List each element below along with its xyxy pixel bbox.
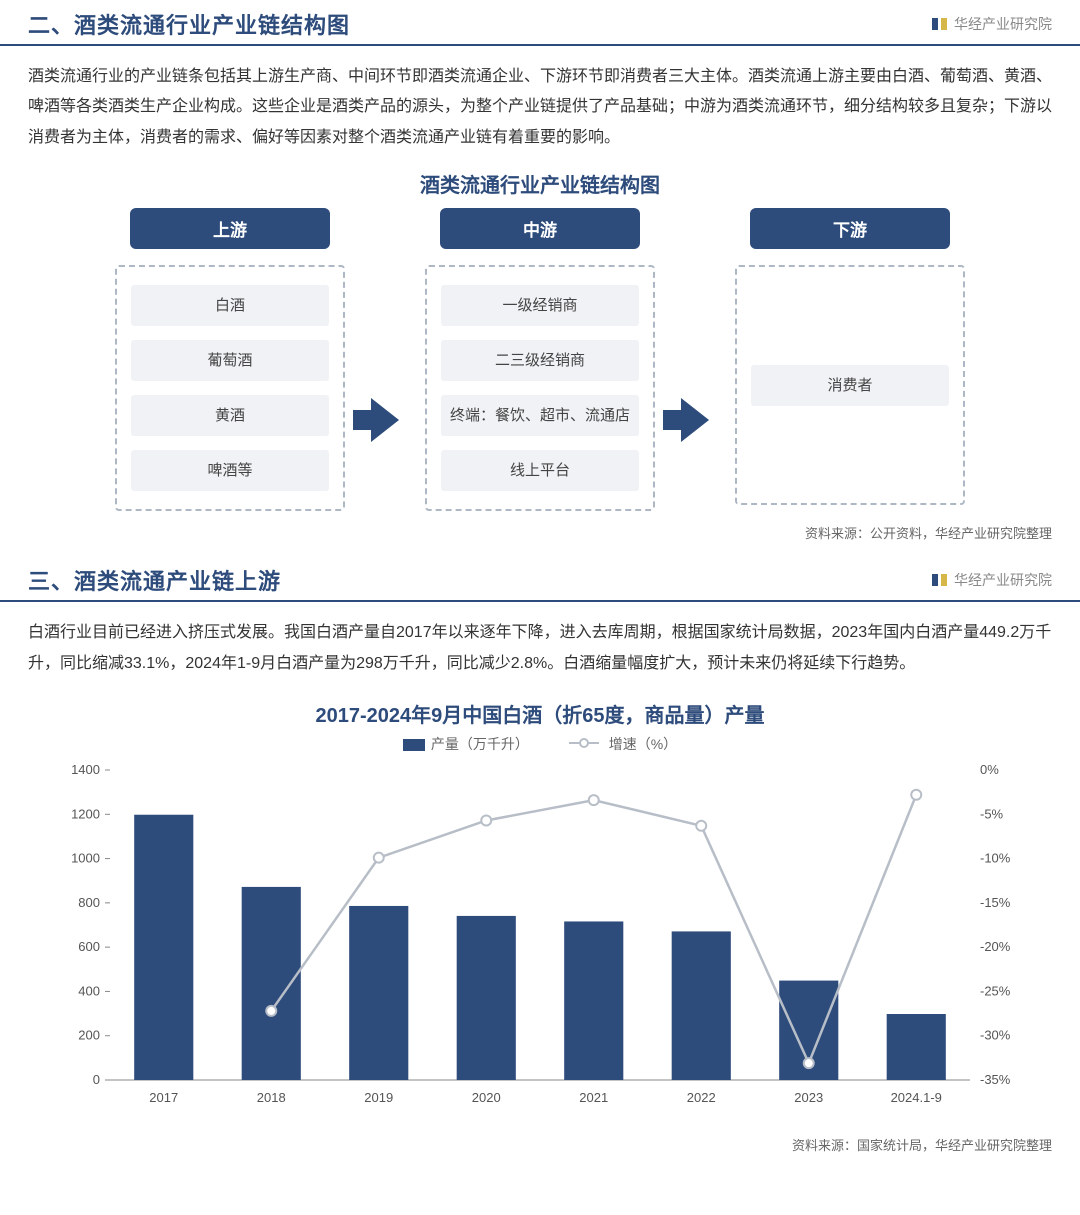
section1-title: 二、酒类流通行业产业链结构图	[28, 8, 350, 40]
flow-header-downstream: 下游	[750, 208, 950, 249]
section2-source: 资料来源：国家统计局，华经产业研究院整理	[0, 1129, 1080, 1168]
section1-source: 资料来源：公开资料，华经产业研究院整理	[0, 517, 1080, 556]
flow-box-midstream: 一级经销商 二三级经销商 终端：餐饮、超市、流通店 线上平台	[425, 265, 655, 511]
legend-bar-label: 产量（万千升）	[431, 736, 529, 752]
production-chart: 0 200 400 600 800 1000 1200 1400 -35% -30% -25% -20…	[40, 760, 1040, 1120]
logo-icon	[932, 16, 948, 32]
svg-text:2022: 2022	[687, 1090, 716, 1105]
org-label: 华经产业研究院	[932, 14, 1052, 34]
legend-line: 增速（%）	[569, 734, 677, 754]
svg-text:1000: 1000	[71, 851, 100, 866]
flow-item: 线上平台	[441, 450, 639, 491]
flow-arrow-icon	[665, 208, 725, 511]
flow-box-upstream: 白酒 葡萄酒 黄酒 啤酒等	[115, 265, 345, 511]
section1-body: 酒类流通行业的产业链条包括其上游生产商、中间环节即酒类流通企业、下游环节即消费者…	[0, 56, 1080, 163]
flow-item: 消费者	[751, 365, 949, 406]
flow-col-downstream: 下游 消费者	[725, 208, 975, 511]
svg-text:2023: 2023	[794, 1090, 823, 1105]
chart-legend: 产量（万千升） 增速（%）	[0, 734, 1080, 754]
section1-header: 二、酒类流通行业产业链结构图 华经产业研究院	[0, 0, 1080, 46]
svg-text:0: 0	[93, 1072, 100, 1087]
svg-text:-25%: -25%	[980, 983, 1011, 998]
flow-box-downstream: 消费者	[735, 265, 965, 505]
flow-item: 葡萄酒	[131, 340, 329, 381]
svg-text:2018: 2018	[257, 1090, 286, 1105]
svg-text:2019: 2019	[364, 1090, 393, 1105]
svg-text:2017: 2017	[149, 1090, 178, 1105]
svg-text:-5%: -5%	[980, 806, 1004, 821]
org-label: 华经产业研究院	[932, 570, 1052, 590]
flow-item: 白酒	[131, 285, 329, 326]
chart-title: 2017-2024年9月中国白酒（折65度，商品量）产量	[0, 699, 1080, 728]
flow-header-upstream: 上游	[130, 208, 330, 249]
flow-item: 二三级经销商	[441, 340, 639, 381]
legend-line-label: 增速（%）	[609, 736, 677, 752]
flow-col-midstream: 中游 一级经销商 二三级经销商 终端：餐饮、超市、流通店 线上平台	[415, 208, 665, 511]
svg-text:2020: 2020	[472, 1090, 501, 1105]
svg-text:800: 800	[78, 895, 100, 910]
svg-text:2021: 2021	[579, 1090, 608, 1105]
section2-title: 三、酒类流通产业链上游	[28, 564, 281, 596]
svg-text:400: 400	[78, 983, 100, 998]
org-name-text: 华经产业研究院	[954, 570, 1052, 590]
chart-container: 0 200 400 600 800 1000 1200 1400 -35% -30% -25% -20…	[0, 760, 1080, 1129]
flow-arrow-icon	[355, 208, 415, 511]
section2-body: 白酒行业目前已经进入挤压式发展。我国白酒产量自2017年以来逐年下降，进入去库周…	[0, 612, 1080, 689]
svg-text:0%: 0%	[980, 762, 999, 777]
section2-header: 三、酒类流通产业链上游 华经产业研究院	[0, 556, 1080, 602]
svg-text:-15%: -15%	[980, 895, 1011, 910]
svg-text:600: 600	[78, 939, 100, 954]
legend-bar: 产量（万千升）	[403, 734, 529, 754]
logo-icon	[932, 572, 948, 588]
org-name-text: 华经产业研究院	[954, 14, 1052, 34]
flow-item: 一级经销商	[441, 285, 639, 326]
svg-text:-20%: -20%	[980, 939, 1011, 954]
svg-text:-35%: -35%	[980, 1072, 1011, 1087]
svg-text:2024.1-9: 2024.1-9	[891, 1090, 942, 1105]
flow-item: 黄酒	[131, 395, 329, 436]
flow-item: 终端：餐饮、超市、流通店	[441, 395, 639, 436]
svg-text:1400: 1400	[71, 762, 100, 777]
flow-col-upstream: 上游 白酒 葡萄酒 黄酒 啤酒等	[105, 208, 355, 511]
flow-header-midstream: 中游	[440, 208, 640, 249]
svg-text:-10%: -10%	[980, 851, 1011, 866]
svg-text:-30%: -30%	[980, 1028, 1011, 1043]
flow-diagram: 上游 白酒 葡萄酒 黄酒 啤酒等 中游 一级经销商 二三级经销商 终端：餐饮、超…	[0, 208, 1080, 517]
svg-text:200: 200	[78, 1028, 100, 1043]
flow-item: 啤酒等	[131, 450, 329, 491]
svg-text:1200: 1200	[71, 806, 100, 821]
diagram-title: 酒类流通行业产业链结构图	[0, 169, 1080, 198]
